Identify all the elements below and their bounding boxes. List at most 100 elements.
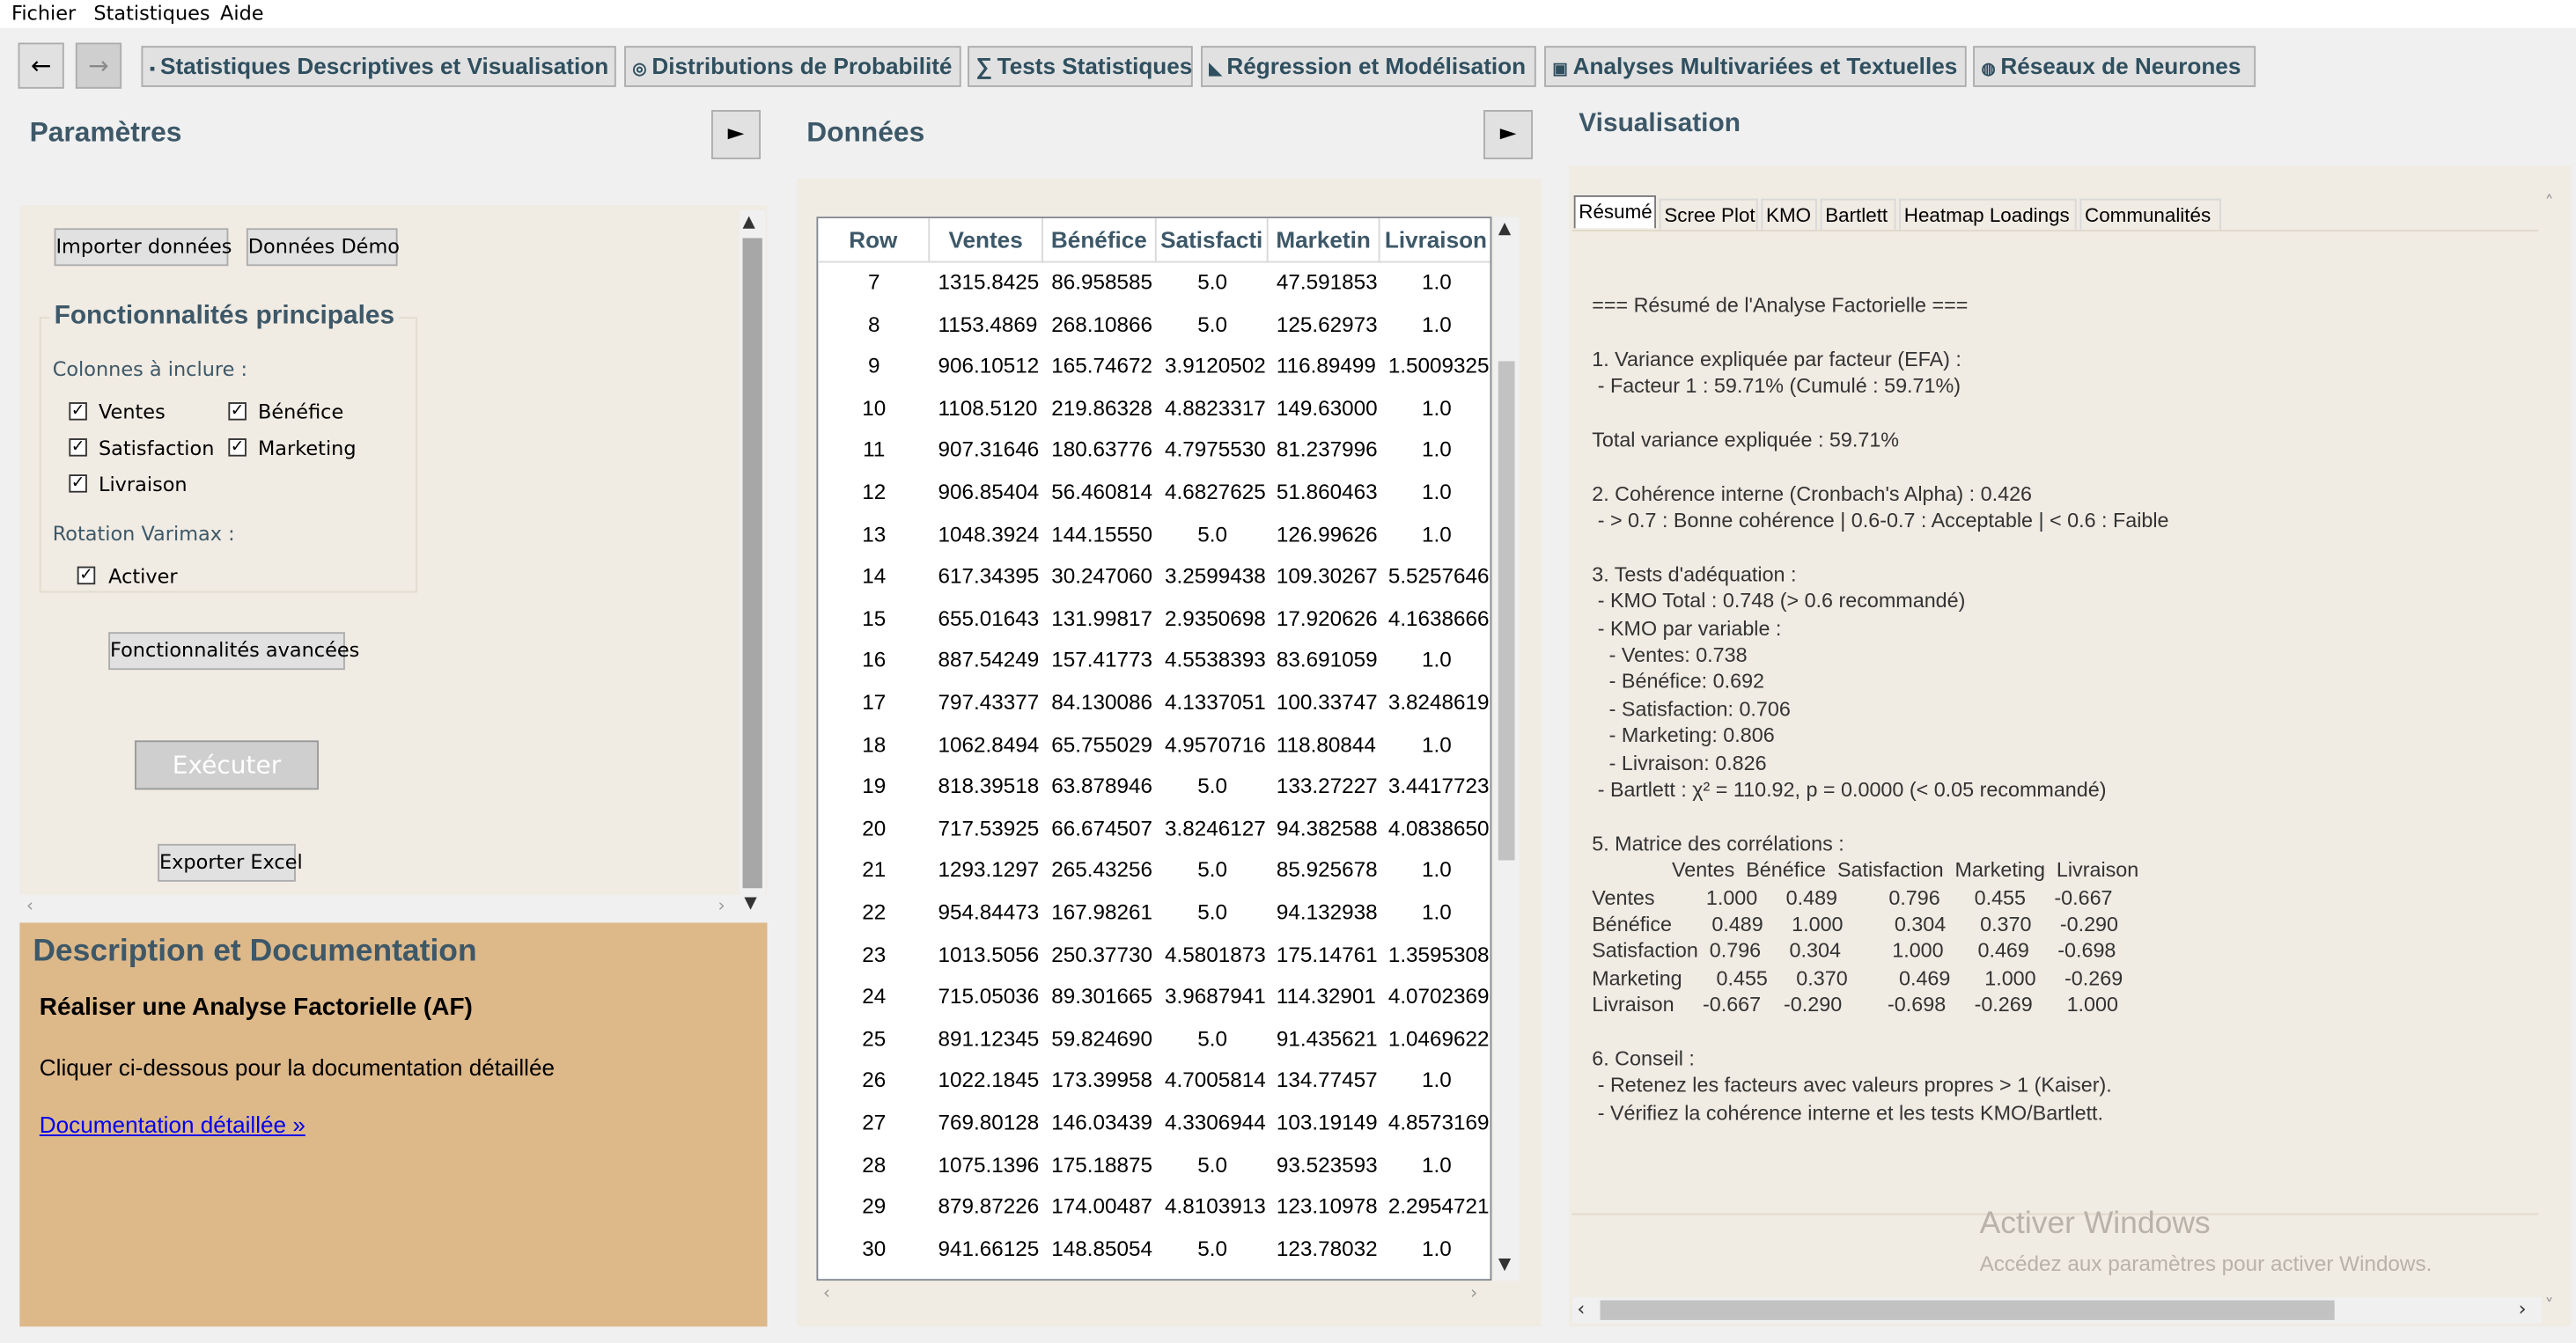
params-hscrollbar[interactable]: ‹ › [19, 894, 740, 920]
menu-aide[interactable]: Aide [220, 1, 264, 25]
table-row[interactable]: 16 887.54249 157.41773 4.5538393 83.691059 1.… [818, 639, 1490, 682]
table-row[interactable]: 30 941.66125 148.85054 5.0 123.78032 1.0 [818, 1228, 1490, 1271]
tab-multivariate[interactable]: ▣ Analyses Multivariées et Textuelles [1544, 46, 1967, 87]
scroll-right-icon[interactable]: › [1470, 1281, 1478, 1304]
table-row[interactable]: 7 1315.8425 86.958585 5.0 47.591853 1.0 [818, 261, 1490, 305]
tab-statistical-tests[interactable]: ∑ Tests Statistiques [968, 46, 1193, 87]
table-row[interactable]: 13 1048.3924 144.15550 5.0 126.99626 1.0 [818, 513, 1490, 556]
scroll-left-icon[interactable]: ‹ [26, 894, 34, 916]
checkbox-benefice[interactable]: ✓ [228, 402, 247, 421]
table-cell: 12 [862, 479, 887, 504]
table-row[interactable]: 9 906.10512 165.74672 3.9120502 116.89499 1.5… [818, 345, 1490, 388]
table-row[interactable]: 23 1013.5056 250.37730 4.5801873 175.14761 1.… [818, 934, 1490, 977]
scroll-down-icon[interactable]: ˅ [2544, 1295, 2554, 1317]
checkbox-livraison[interactable]: ✓ [69, 474, 87, 493]
table-cell: 219.86328 [1051, 395, 1152, 421]
table-row[interactable]: 24 715.05036 89.301665 3.9687941 114.32901 4.… [818, 975, 1490, 1018]
scrollbar-thumb[interactable] [742, 238, 762, 889]
checkbox-marketing[interactable]: ✓ [228, 438, 247, 457]
tab-resume[interactable]: Résumé [1573, 194, 1656, 229]
scroll-up-icon[interactable]: ▲ [1498, 219, 1512, 239]
table-row[interactable]: 29 879.87226 174.00487 4.8103913 123.10978 2.… [818, 1185, 1490, 1229]
table-cell: 131.99817 [1051, 605, 1152, 630]
scrollbar-thumb[interactable] [1498, 361, 1515, 861]
table-cell: 1315.8425 [938, 268, 1040, 294]
visual-scrollbar[interactable]: ˄ ˅ [2540, 192, 2566, 1317]
scroll-left-icon[interactable]: ‹ [1577, 1296, 1586, 1320]
import-data-button[interactable]: Importer données [54, 228, 232, 267]
checkbox-satisfaction[interactable]: ✓ [69, 438, 87, 457]
table-cell: 1.0 [1421, 647, 1452, 672]
column-header-livraison[interactable]: Livraison [1380, 218, 1490, 261]
table-row[interactable]: 17 797.43377 84.130086 4.1337051 100.33747 3.… [818, 681, 1490, 724]
menu-fichier[interactable]: Fichier [11, 1, 77, 25]
tab-regression[interactable]: ◣ Régression et Modélisation [1201, 46, 1536, 87]
table-cell: 8 [867, 311, 880, 336]
documentation-link[interactable]: Documentation détaillée » [39, 1111, 305, 1138]
data-toggle-button[interactable]: ► [1483, 109, 1534, 159]
table-row[interactable]: 20 717.53925 66.674507 3.8246127 94.382588 4.… [818, 807, 1490, 850]
table-row[interactable]: 21 1293.1297 265.43256 5.0 85.925678 1.0 [818, 849, 1490, 892]
tab-neural-networks[interactable]: ◍ Réseaux de Neurones [1973, 46, 2256, 87]
table-row[interactable]: 25 891.12345 59.824690 5.0 91.435621 1.046962… [818, 1017, 1490, 1060]
table-cell: 1.0 [1421, 395, 1452, 421]
execute-button[interactable]: Exécuter [135, 740, 320, 790]
scroll-left-icon[interactable]: ‹ [822, 1281, 831, 1304]
tab-descriptive-stats[interactable]: ▪ Statistiques Descriptives et Visualisat… [141, 46, 616, 87]
tab-kmo[interactable]: KMO [1761, 198, 1817, 231]
tab-bartlett[interactable]: Bartlett [1820, 198, 1896, 231]
table-row[interactable]: 8 1153.4869 268.10866 5.0 125.62973 1.0 [818, 303, 1490, 346]
params-toggle-button[interactable]: ► [711, 109, 761, 159]
visual-hscrollbar[interactable]: ‹ › [1571, 1296, 2542, 1324]
table-row[interactable]: 27 769.80128 146.03439 4.3306944 103.19149 4.… [818, 1102, 1490, 1145]
scroll-down-icon[interactable]: ▼ [744, 894, 757, 914]
table-row[interactable]: 15 655.01643 131.99817 2.9350698 17.920626 4.… [818, 598, 1490, 641]
scroll-up-icon[interactable]: ˄ [2544, 192, 2554, 214]
table-cell: 4.8823317 [1165, 395, 1266, 421]
table-cell: 1022.1845 [938, 1068, 1040, 1093]
menu-statistiques[interactable]: Statistiques [93, 1, 210, 25]
tab-scree-plot[interactable]: Scree Plot [1659, 198, 1758, 231]
checkbox-ventes[interactable]: ✓ [69, 402, 87, 421]
chart-icon: ◣ [1209, 61, 1222, 79]
table-row[interactable]: 11 907.31646 180.63776 4.7975530 81.237996 1.… [818, 429, 1490, 473]
column-header-benefice[interactable]: Bénéfice [1043, 218, 1157, 261]
column-header-ventes[interactable]: Ventes [930, 218, 1043, 261]
tab-heatmap-loadings[interactable]: Heatmap Loadings [1899, 198, 2077, 231]
scroll-right-icon[interactable]: › [2518, 1296, 2527, 1320]
table-row[interactable]: 22 954.84473 167.98261 5.0 94.132938 1.0 [818, 892, 1490, 935]
params-scrollbar[interactable]: ▲ ▼ [739, 209, 766, 920]
column-header-marketing[interactable]: Marketin [1269, 218, 1380, 261]
column-header-satisfaction[interactable]: Satisfacti [1157, 218, 1269, 261]
table-row[interactable]: 28 1075.1396 175.18875 5.0 93.523593 1.0 [818, 1144, 1490, 1187]
summary-line: - KMO Total : 0.748 (> 0.6 recommandé) [1592, 590, 1966, 613]
scroll-up-icon[interactable]: ▲ [742, 213, 755, 232]
tab-communalites[interactable]: Communalités [2079, 198, 2221, 231]
forward-button[interactable]: → [75, 42, 122, 89]
table-row[interactable]: 18 1062.8494 65.755029 4.9570716 118.80844 1.… [818, 723, 1490, 767]
table-cell: 109.30267 [1276, 563, 1378, 589]
tab-distributions[interactable]: ◎ Distributions de Probabilité [624, 46, 961, 87]
table-row[interactable]: 12 906.85404 56.460814 4.6827625 51.860463 1.… [818, 471, 1490, 514]
scroll-right-icon[interactable]: › [718, 894, 725, 916]
back-button[interactable]: ← [18, 42, 64, 89]
scroll-down-icon[interactable]: ▼ [1498, 1256, 1512, 1274]
table-row[interactable]: 14 617.34395 30.247060 3.2599438 109.30267 5.… [818, 555, 1490, 598]
table-cell: 2.2954721 [1387, 1193, 1490, 1219]
table-cell: 114.32901 [1276, 983, 1376, 1009]
table-row[interactable]: 10 1108.5120 219.86328 4.8823317 149.63000 1.… [818, 387, 1490, 430]
table-cell: 103.19149 [1276, 1110, 1378, 1135]
checkbox-varimax[interactable]: ✓ [77, 566, 96, 585]
scrollbar-thumb[interactable] [1600, 1300, 2335, 1320]
table-hscrollbar[interactable]: ‹ › [816, 1282, 1491, 1307]
table-scrollbar[interactable]: ▲ ▼ [1493, 216, 1520, 1281]
table-cell: 91.435621 [1276, 1025, 1378, 1051]
export-excel-button[interactable]: Exporter Excel [158, 843, 303, 882]
column-header-row[interactable]: Row [818, 218, 931, 261]
advanced-features-button[interactable]: Fonctionnalités avancées [108, 632, 359, 671]
demo-data-button[interactable]: Données Démo [246, 228, 400, 267]
table-row[interactable]: 19 818.39518 63.878946 5.0 133.27227 3.441772… [818, 766, 1490, 809]
table-row[interactable]: 26 1022.1845 173.39958 4.7005814 134.77457 1.… [818, 1060, 1490, 1103]
checkbox-label: Marketing [257, 437, 357, 460]
summary-line: - > 0.7 : Bonne cohérence | 0.6-0.7 : Ac… [1592, 509, 2169, 532]
